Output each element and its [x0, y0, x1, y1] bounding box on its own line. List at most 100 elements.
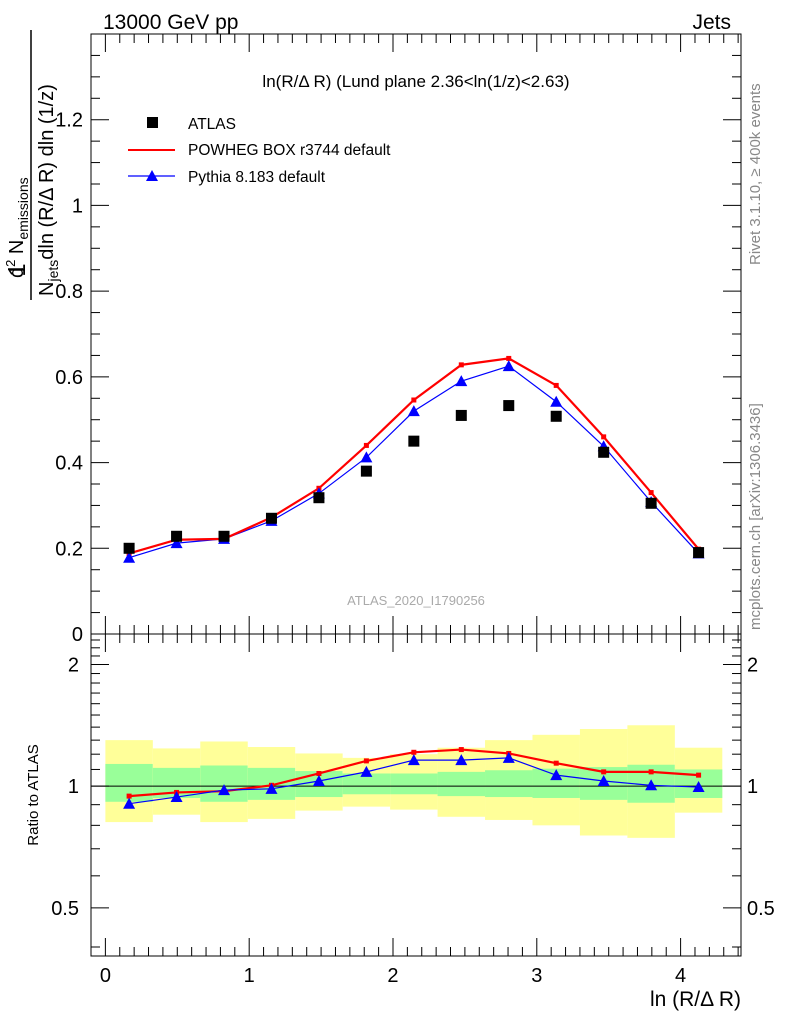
pythia-point: [123, 551, 136, 563]
main-y-tick-label: 1: [72, 195, 83, 217]
ratio-pythia-point: [597, 774, 610, 786]
main-y-tick-label: 1.2: [55, 110, 83, 132]
ratio-pythia-point: [502, 751, 515, 763]
legend-pythia-marker: [146, 170, 158, 181]
ratio-powheg-point: [126, 793, 132, 799]
ratio-y-tick-label-right: 1: [747, 776, 758, 798]
legend-pythia-label: Pythia 8.183 default: [188, 169, 326, 186]
ratio-y-tick-label: 2: [68, 655, 79, 677]
main-y-ticks: 0 0.2 0.4 0.6 0.8 1 1.2: [55, 54, 741, 646]
atlas-point: [265, 512, 277, 524]
ratio-pythia-point: [692, 781, 705, 793]
ratio-powheg-point: [648, 769, 654, 775]
pythia-line: [128, 365, 700, 559]
ratio-pythia-point: [312, 774, 325, 786]
ratio-x-tick-label: 0: [100, 965, 111, 987]
main-y-tick-label: 0.6: [55, 367, 83, 389]
main-y-axis-label: 1 d2 Nemissions Njetsdln (R/Δ R) dln (1/…: [3, 30, 61, 300]
ratio-stat-band-bin: [200, 765, 248, 802]
powheg-point: [648, 490, 654, 496]
ratio-pythia-point: [123, 797, 136, 809]
analysis-watermark: ATLAS_2020_I1790256: [347, 593, 485, 608]
main-y-tick-label: 0: [72, 624, 83, 646]
ratio-y-tick-label: 1: [68, 776, 79, 798]
ratio-pythia-point: [550, 769, 563, 781]
atlas-point: [171, 530, 183, 542]
ratio-y-tick-label: 0.5: [51, 898, 79, 920]
ratio-panel: 0.5 0.5 1 1 2 2 0 1 2 3 4 Ratio to ATLAS ln (R/Δ …: [25, 633, 775, 1011]
ratio-stat-band-bin: [485, 770, 533, 798]
main-y-tick-label: 0.2: [55, 538, 83, 560]
ratio-y-tick-label-right: 0.5: [747, 898, 775, 920]
powheg-line: [128, 357, 700, 555]
mcplots-label: mcplots.cern.ch [arXiv:1306.3436]: [747, 403, 764, 630]
ratio-pythia-point: [407, 754, 420, 766]
atlas-point: [313, 492, 325, 504]
ratio-stat-band-bin: [437, 771, 486, 797]
energy-label: 13000 GeV pp: [103, 11, 238, 34]
ratio-powheg-point: [411, 749, 417, 755]
pythia-point: [502, 360, 515, 372]
ratio-x-tick-label: 3: [531, 965, 542, 987]
ratio-pythia-point: [170, 791, 183, 803]
ratio-powheg-point: [458, 747, 464, 753]
ratio-x-tick-label: 2: [387, 965, 398, 987]
ratio-powheg-point: [553, 760, 559, 766]
powheg-point: [363, 442, 369, 448]
legend-powheg-label: POWHEG BOX r3744 default: [188, 142, 391, 159]
ratio-pythia-point: [218, 784, 231, 796]
atlas-point: [408, 435, 420, 447]
ylabel-denominator: Njetsdln (R/Δ R) dln (1/z): [36, 84, 61, 296]
ratio-y-tick-label-right: 2: [747, 655, 758, 677]
ratio-pythia-point: [455, 754, 468, 766]
ratio-powheg-point: [316, 770, 322, 776]
pythia-point: [407, 405, 420, 417]
ratio-powheg-point: [696, 772, 702, 778]
ylabel-numerator: d2 Nemissions: [3, 177, 31, 278]
atlas-point: [218, 530, 230, 542]
powheg-point: [411, 397, 417, 403]
ratio-bands: [105, 725, 723, 838]
ratio-y-ticks: 0.5 0.5 1 1 2 2: [51, 639, 775, 948]
pythia-point: [550, 395, 563, 407]
atlas-point: [455, 409, 467, 421]
main-y-tick-label: 0.8: [55, 281, 83, 303]
legend-atlas-marker: [147, 117, 158, 128]
x-axis-label: ln (R/Δ R): [650, 988, 741, 1011]
powheg-point: [553, 382, 559, 388]
powheg-point: [601, 434, 607, 440]
ratio-stat-band-bin: [390, 773, 438, 795]
rivet-label: Rivet 3.1.10, ≥ 400k events: [747, 83, 764, 265]
ratio-pythia-point: [265, 782, 278, 794]
ratio-stat-band-bin: [342, 773, 391, 795]
atlas-point: [503, 400, 515, 412]
atlas-point: [598, 446, 610, 458]
pythia-point: [360, 451, 373, 463]
ylabel-one: 1: [4, 263, 31, 276]
ratio-series: [123, 747, 705, 809]
powheg-point: [506, 355, 512, 361]
powheg-point: [458, 362, 464, 368]
pythia-point: [455, 375, 468, 387]
ratio-x-tick-label: 1: [244, 965, 255, 987]
main-x-ticks: [90, 34, 739, 634]
ratio-powheg-point: [601, 769, 607, 775]
main-panel: 0 0.2 0.4 0.6 0.8 1 1.2 ln(R/Δ R) (Lund plane …: [55, 33, 742, 646]
ratio-frame: [90, 633, 742, 957]
atlas-point: [645, 497, 657, 509]
atlas-point: [550, 410, 562, 422]
main-series: [123, 355, 705, 563]
plot-title: ln(R/Δ R) (Lund plane 2.36<ln(1/z)<2.63): [262, 72, 569, 91]
pythia-point: [170, 537, 183, 549]
ratio-pythia-point: [645, 779, 658, 791]
atlas-point: [360, 465, 372, 477]
ratio-x-tick-label: 4: [675, 965, 686, 987]
legend-atlas-label: ATLAS: [188, 116, 236, 133]
atlas-point: [693, 547, 705, 559]
ratio-y-axis-label: Ratio to ATLAS: [25, 744, 42, 845]
main-y-tick-label: 0.4: [55, 453, 83, 475]
ratio-powheg-point: [363, 758, 369, 764]
ratio-x-ticks: 0 1 2 3 4: [90, 634, 739, 987]
legend: ATLAS POWHEG BOX r3744 default Pythia 8.…: [128, 116, 391, 186]
